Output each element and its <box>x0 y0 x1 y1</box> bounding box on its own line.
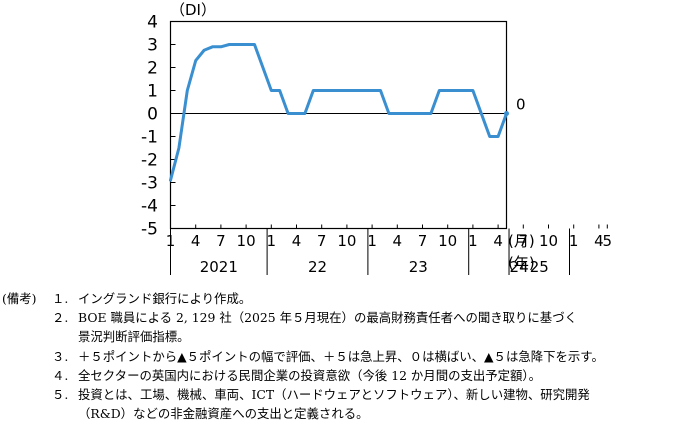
x-tick-label: 10 <box>438 232 457 250</box>
note-text: 全セクターの英国内における民間企業の投資意欲（今後 12 か月間の支出予定額）。 <box>78 367 542 383</box>
x-tick-label: 7 <box>418 232 428 250</box>
series-line <box>169 43 508 182</box>
x-tick-label: 1 <box>569 232 579 250</box>
end-value-label: 0 <box>516 96 526 114</box>
y-tick-label: 2 <box>147 59 158 79</box>
note-row: (備考) １. イングランド銀行により作成。 <box>0 289 673 308</box>
y-axis: 4 3 2 1 0 -1 -2 -3 -4 -5 <box>141 13 507 240</box>
plot-area-frame <box>169 20 508 230</box>
y-tick-label: 1 <box>147 82 158 102</box>
note-text: BOE 職員による 2, 129 社（2025 年５月現在）の最高財務責任者への… <box>78 310 577 326</box>
chart-unit-label: （DI） <box>170 1 216 19</box>
x-tick-label: 7 <box>519 232 529 250</box>
y-tick-label: -5 <box>141 220 158 240</box>
note-text: （R&D）などの非金融資産への支出と定義される。 <box>78 406 369 422</box>
x-tick-label: 4 <box>493 232 503 250</box>
note-row: ３. ＋５ポイントから▲５ポイントの幅で評価、＋５は急上昇、０は横ばい、▲５は急降… <box>0 347 673 366</box>
x-tick-label: 5 <box>603 232 613 250</box>
y-tick-label: -1 <box>141 128 158 148</box>
x-tick-label: 10 <box>237 232 256 250</box>
note-number: ２. <box>52 310 69 326</box>
x-tick-label: 4 <box>594 232 604 250</box>
year-label: 24 <box>510 258 529 276</box>
year-label: 2021 <box>200 258 238 276</box>
note-row: （R&D）などの非金融資産への支出と定義される。 <box>0 404 673 423</box>
note-row: ５. 投資とは、工場、機械、車両、ICT（ハードウェアとソフトウェア）、新しい建物… <box>0 385 673 404</box>
month-unit-label: (月) <box>508 232 535 250</box>
note-text: 景況判断評価指標。 <box>78 329 190 345</box>
note-text: 投資とは、工場、機械、車両、ICT（ハードウェアとソフトウェア）、新しい建物、研… <box>78 386 590 402</box>
y-tick-label: 4 <box>147 13 158 33</box>
notes-heading: (備考) <box>2 291 37 306</box>
note-text: イングランド銀行により作成。 <box>78 291 252 306</box>
year-label: 25 <box>530 258 549 276</box>
note-number: ５. <box>52 386 69 402</box>
y-tick-label: 0 <box>147 105 158 125</box>
year-label: 22 <box>308 258 327 276</box>
x-tick-label: 10 <box>337 232 356 250</box>
year-unit-label: (年) <box>508 254 535 272</box>
note-row: 景況判断評価指標。 <box>0 327 673 346</box>
y-tick-label: -2 <box>141 151 158 171</box>
note-number: ３. <box>52 348 69 364</box>
notes-section: (備考) １. イングランド銀行により作成。 ２. BOE 職員による 2, 129 社… <box>0 289 673 423</box>
x-tick-label: 7 <box>317 232 327 250</box>
x-tick-label: 10 <box>539 232 558 250</box>
x-tick-label: 4 <box>191 232 201 250</box>
x-tick-label: 1 <box>468 232 478 250</box>
series-layer <box>169 43 509 182</box>
x-tick-label: 4 <box>393 232 403 250</box>
y-tick-label: 3 <box>147 36 158 56</box>
x-tick-label: 7 <box>216 232 226 250</box>
note-row: ４. 全セクターの英国内における民間企業の投資意欲（今後 12 か月間の支出予定額… <box>0 366 673 385</box>
x-tick-label: 1 <box>267 232 277 250</box>
note-number: ４. <box>52 367 69 383</box>
x-tick-label: 4 <box>292 232 302 250</box>
y-tick-label: -4 <box>141 197 158 217</box>
note-number: １. <box>52 291 69 306</box>
note-row: ２. BOE 職員による 2, 129 社（2025 年５月現在）の最高財務責任者… <box>0 308 673 327</box>
y-tick-label: -3 <box>141 174 158 194</box>
note-text: ＋５ポイントから▲５ポイントの幅で評価、＋５は急上昇、０は横ばい、▲５は急降下を… <box>78 348 604 364</box>
year-label: 23 <box>409 258 428 276</box>
x-tick-label: 1 <box>367 232 377 250</box>
series-end-point <box>504 111 509 116</box>
